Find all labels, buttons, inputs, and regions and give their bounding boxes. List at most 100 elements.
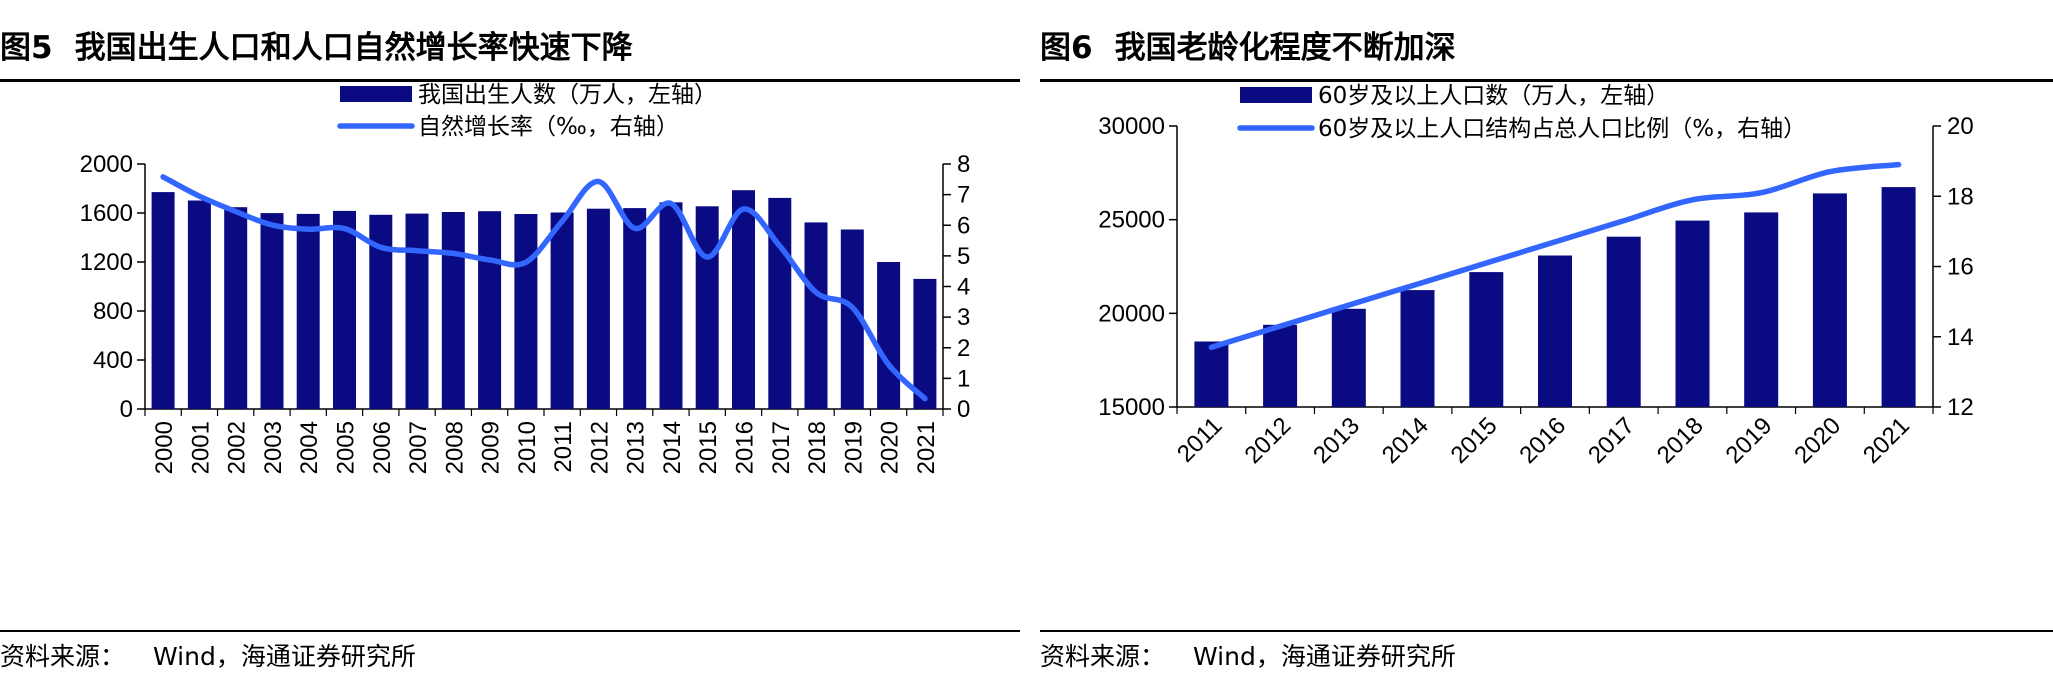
fig6-left-tick-label: 25000 <box>1098 207 1165 234</box>
fig5-bar <box>768 197 792 409</box>
fig5-left-tick-label: 800 <box>93 298 133 325</box>
fig6-bar <box>1606 236 1641 407</box>
figure-5-source-label: 资料来源： <box>0 642 126 671</box>
fig5-x-label: 2000 <box>151 421 178 474</box>
fig6-left-tick-label: 15000 <box>1098 394 1165 421</box>
fig5-rate-line <box>160 174 928 402</box>
fig5-bar <box>877 262 901 409</box>
fig5-right-tick-label: 3 <box>957 304 970 331</box>
fig6-x-label: 2018 <box>1652 412 1709 469</box>
figure-6-top-rule <box>1040 79 2053 82</box>
fig6-x-label: 2016 <box>1514 412 1571 469</box>
figure-5-top-rule <box>0 79 1020 82</box>
fig6-x-label: 2021 <box>1858 412 1915 469</box>
fig5-x-label: 2019 <box>840 421 867 474</box>
fig5-bar <box>623 208 647 409</box>
fig6-x-label: 2015 <box>1446 412 1503 469</box>
figure-5-source-text: Wind，海通证券研究所 <box>153 642 416 671</box>
fig5-x-label: 2021 <box>913 421 940 474</box>
figure-6-panel: 图6 我国老龄化程度不断加深 15000 20000 25000 30000 12 14 16… <box>1040 0 2053 683</box>
fig5-x-label: 2012 <box>586 421 613 474</box>
fig6-x-label: 2013 <box>1308 412 1365 469</box>
fig5-bar <box>586 208 610 409</box>
fig5-x-label: 2009 <box>478 421 505 474</box>
fig6-legend-bar-swatch <box>1240 87 1312 103</box>
fig6-legend-line-label: 60岁及以上人口结构占总人口比例（%，右轴） <box>1318 116 1806 142</box>
fig5-x-label: 2016 <box>732 421 759 474</box>
fig6-right-tick-label: 16 <box>1947 254 1974 281</box>
figure-5-title-text: 我国出生人口和人口自然增长率快速下降 <box>74 30 633 66</box>
fig5-x-label: 2005 <box>333 421 360 474</box>
fig5-x-label: 2017 <box>768 421 795 474</box>
figure-6-title-text: 我国老龄化程度不断加深 <box>1114 30 1456 66</box>
fig5-x-label: 2002 <box>224 421 251 474</box>
fig6-right-tick-label: 12 <box>1947 394 1974 421</box>
fig5-bar <box>732 190 755 409</box>
fig6-bar <box>1194 341 1229 407</box>
figure-6-source-text: Wind，海通证券研究所 <box>1193 642 1456 671</box>
fig6-right-tick-label: 18 <box>1947 183 1974 210</box>
fig5-left-tick-label: 1200 <box>80 249 133 276</box>
fig5-bar <box>659 202 683 409</box>
fig5-bar <box>441 212 465 409</box>
fig5-bar <box>804 222 828 409</box>
fig5-left-tick-label: 400 <box>93 347 133 374</box>
fig5-x-label: 2007 <box>405 421 432 474</box>
fig6-right-tick-label: 14 <box>1947 324 1974 351</box>
fig5-left-tick-label: 1600 <box>80 200 133 227</box>
fig6-bar <box>1744 212 1779 407</box>
fig5-left-tick-label: 2000 <box>80 151 133 178</box>
figure-6-bottom-rule <box>1040 630 2053 632</box>
fig6-left-tick-label: 30000 <box>1098 113 1165 140</box>
fig5-right-tick-label: 6 <box>957 212 970 239</box>
fig5-legend-bar-label: 我国出生人数（万人，左轴） <box>418 82 717 108</box>
fig5-bar <box>405 213 429 409</box>
fig5-left-tick-label: 0 <box>120 396 133 423</box>
fig5-x-label: 2001 <box>187 421 214 474</box>
fig6-bar <box>1331 308 1366 407</box>
fig6-bar <box>1538 255 1572 407</box>
fig5-x-label: 2010 <box>514 421 541 474</box>
fig6-x-label: 2014 <box>1377 412 1434 469</box>
fig5-right-tick-label: 4 <box>957 274 970 301</box>
fig5-right-tick-label: 2 <box>957 335 970 362</box>
fig6-bar <box>1881 187 1916 407</box>
fig5-x-label: 2015 <box>695 421 722 474</box>
figure-6-title: 图6 我国老龄化程度不断加深 <box>1040 22 2053 74</box>
fig5-bar <box>550 212 574 409</box>
figure-6-number: 图6 <box>1040 30 1093 66</box>
fig6-rate-line <box>1208 161 1902 351</box>
fig6-right-tick-label: 20 <box>1947 113 1974 140</box>
figure-5-source: 资料来源： Wind，海通证券研究所 <box>0 637 416 673</box>
figure-5-number: 图5 <box>0 30 53 66</box>
fig6-x-label: 2011 <box>1172 412 1228 468</box>
fig6-bar <box>1469 272 1504 407</box>
fig5-bar <box>913 278 937 409</box>
fig6-x-label: 2019 <box>1721 412 1778 469</box>
fig5-bar <box>187 200 211 409</box>
fig5-bar <box>151 192 175 409</box>
fig6-legend-bar-label: 60岁及以上人口数（万人，左轴） <box>1318 83 1669 109</box>
fig6-bar <box>1675 220 1710 407</box>
fig5-bar <box>478 211 502 409</box>
fig5-bar <box>224 207 248 409</box>
fig5-legend-line-label: 自然增长率（‰，右轴） <box>418 114 679 140</box>
fig5-right-tick-label: 0 <box>957 396 970 423</box>
fig6-left-tick-label: 20000 <box>1098 300 1165 327</box>
fig5-x-label: 2020 <box>877 421 904 474</box>
figure-5-bottom-rule <box>0 630 1020 632</box>
fig5-x-label: 2003 <box>260 421 287 474</box>
fig5-x-label: 2014 <box>659 421 686 474</box>
figure-5-title: 图5 我国出生人口和人口自然增长率快速下降 <box>0 22 1020 74</box>
fig5-right-tick-label: 8 <box>957 151 970 178</box>
fig5-x-label: 2008 <box>441 421 468 474</box>
figure-5-panel: 图5 我国出生人口和人口自然增长率快速下降 0 400 800 1200 1600 2000… <box>0 0 1020 683</box>
fig5-bar <box>333 210 356 409</box>
fig5-right-tick-label: 7 <box>957 182 970 209</box>
fig5-x-label: 2004 <box>296 421 323 474</box>
fig6-x-label: 2017 <box>1583 412 1640 469</box>
fig6-bar <box>1812 193 1847 407</box>
fig5-bar <box>695 206 719 409</box>
fig5-right-tick-label: 5 <box>957 243 970 270</box>
fig5-right-tick-label: 1 <box>957 365 970 392</box>
